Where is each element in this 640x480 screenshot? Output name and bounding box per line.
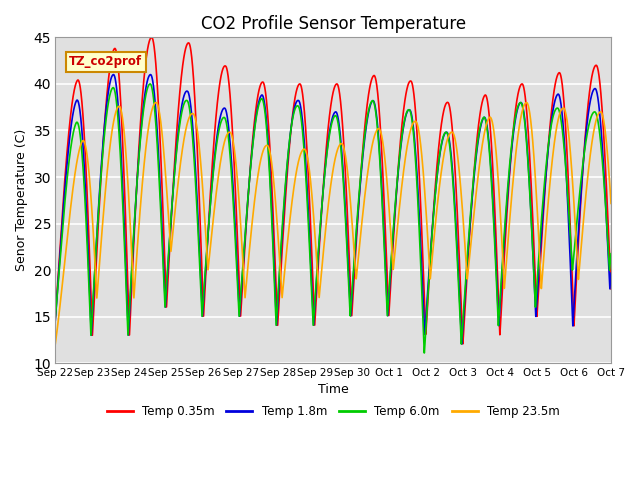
Title: CO2 Profile Sensor Temperature: CO2 Profile Sensor Temperature: [200, 15, 466, 33]
Text: TZ_co2prof: TZ_co2prof: [69, 55, 142, 68]
Legend: Temp 0.35m, Temp 1.8m, Temp 6.0m, Temp 23.5m: Temp 0.35m, Temp 1.8m, Temp 6.0m, Temp 2…: [102, 400, 564, 423]
X-axis label: Time: Time: [318, 383, 349, 396]
Y-axis label: Senor Temperature (C): Senor Temperature (C): [15, 129, 28, 272]
